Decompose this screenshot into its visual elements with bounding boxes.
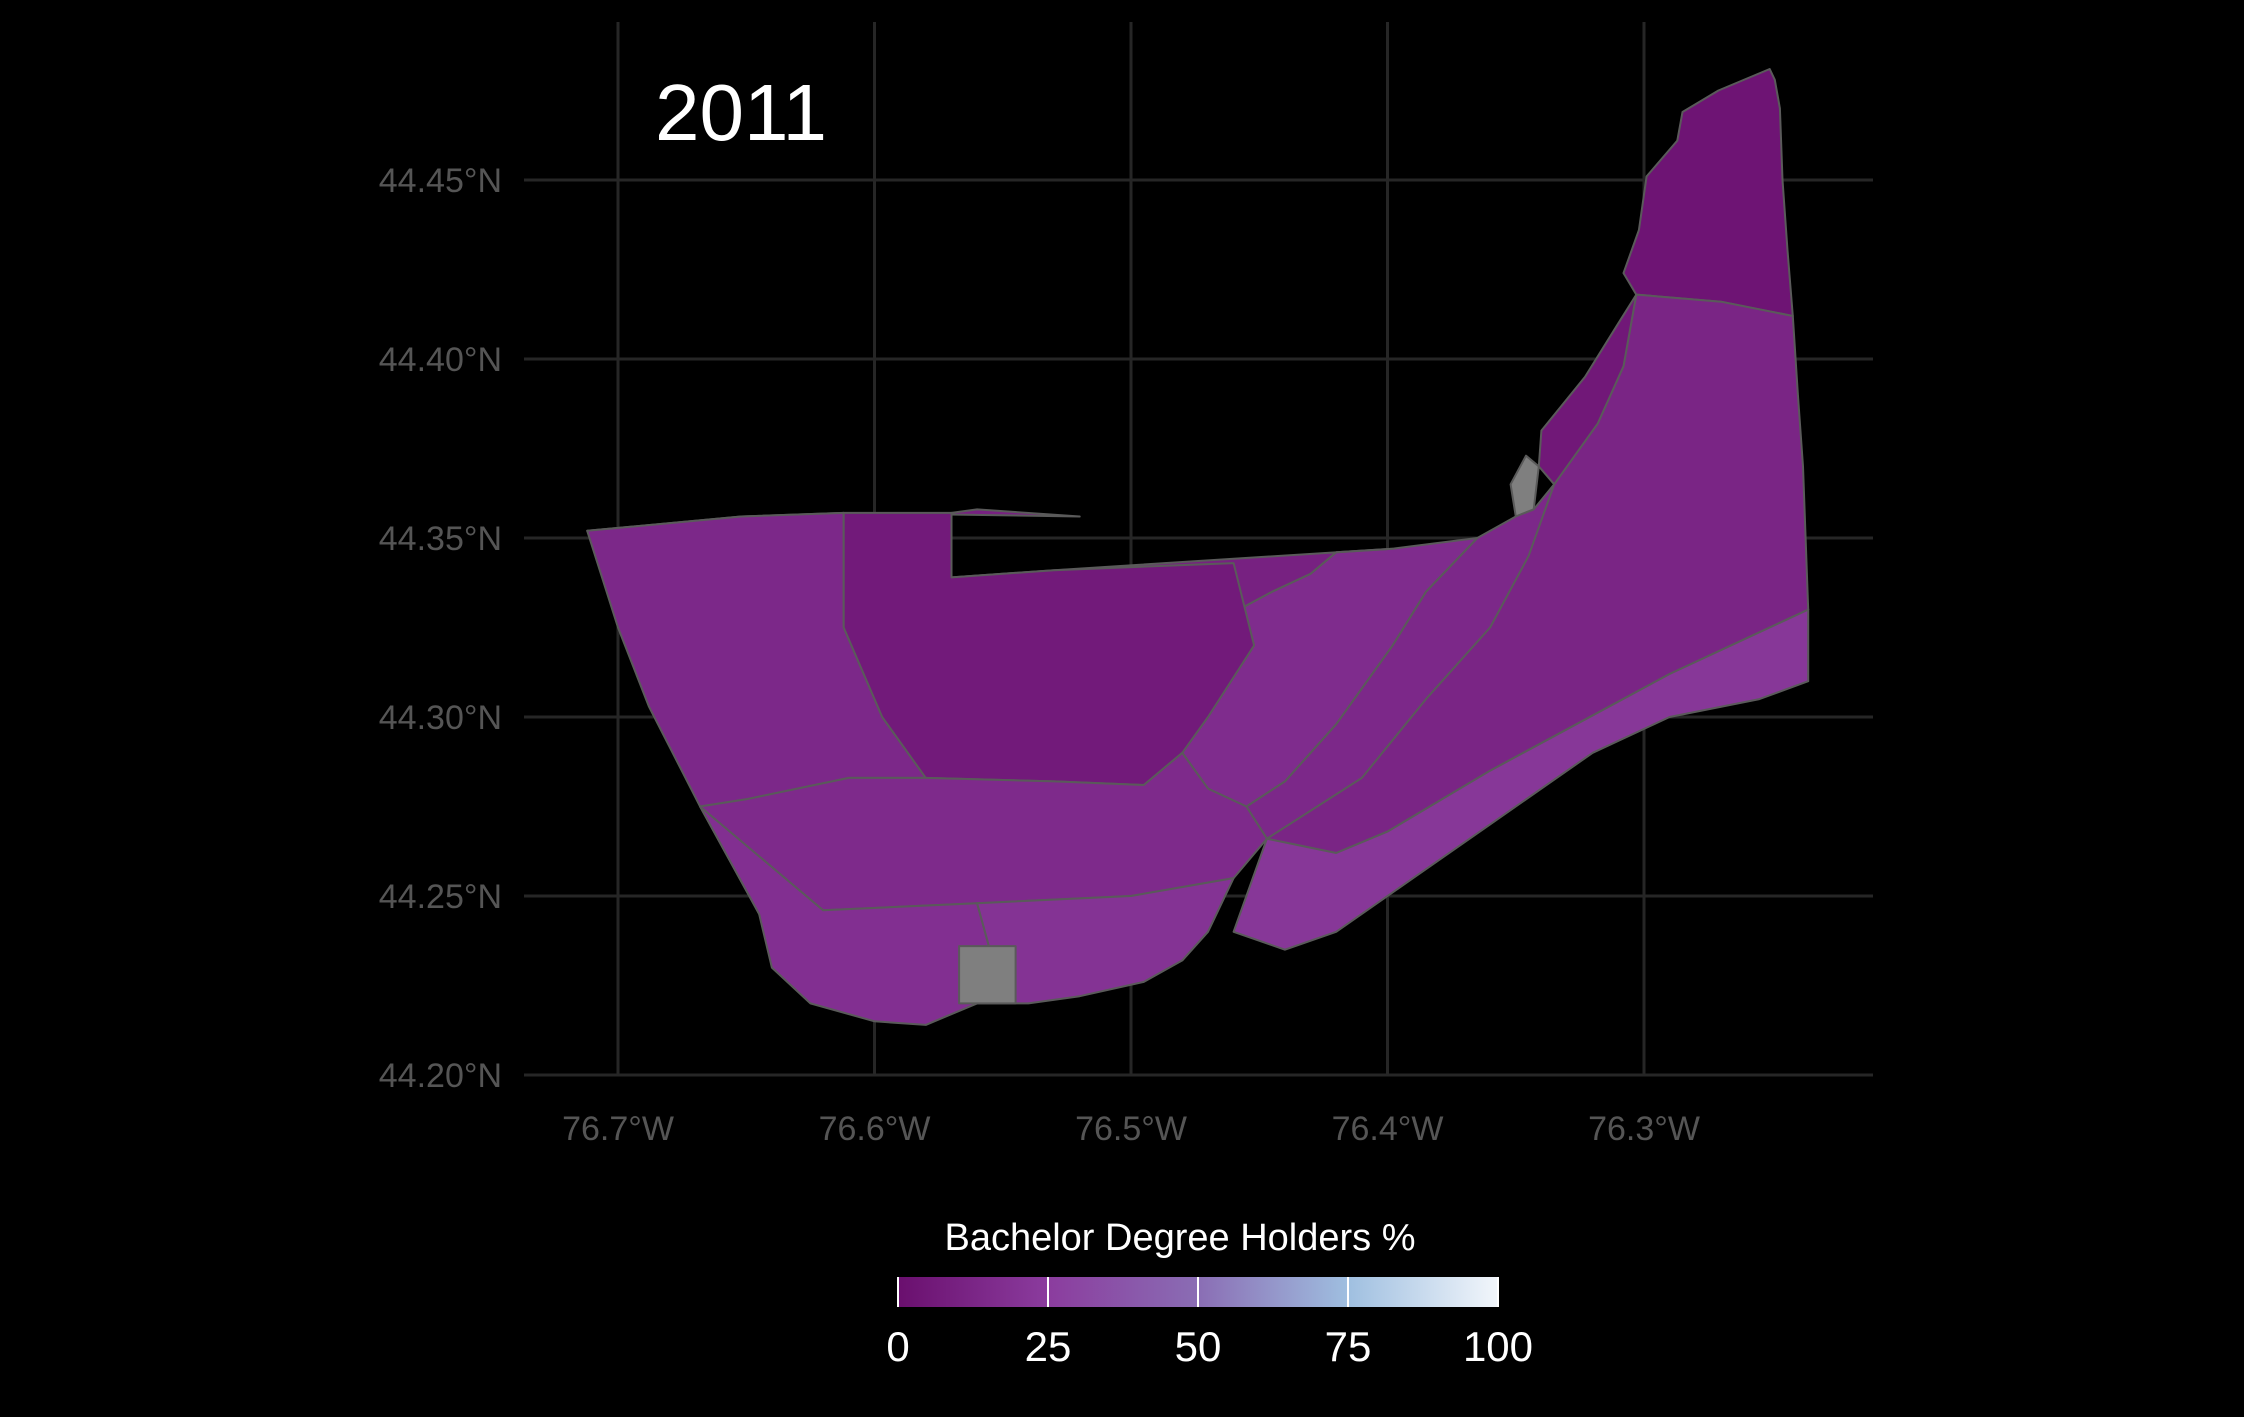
y-tick-label: 44.45°N	[379, 162, 502, 200]
y-tick-label: 44.35°N	[379, 520, 502, 558]
x-tick-label: 76.7°W	[562, 1110, 674, 1148]
year-label: 2011	[655, 68, 827, 157]
legend: Bachelor Degree Holders % 0 25 50 75 100	[886, 1217, 1533, 1370]
axis-labels: 76.7°W 76.6°W 76.5°W 76.4°W 76.3°W 44.45°N 44.…	[379, 162, 1700, 1148]
region-northeast-tip	[1622, 68, 1794, 317]
y-tick-label: 44.30°N	[379, 699, 502, 737]
legend-tick-label: 75	[1325, 1323, 1372, 1370]
region-east-coast	[1232, 608, 1810, 951]
legend-tick-label: 25	[1025, 1323, 1072, 1370]
y-tick-label: 44.25°N	[379, 878, 502, 916]
x-tick-label: 76.6°W	[819, 1110, 931, 1148]
region-north-na-patch	[1509, 454, 1540, 518]
region-southwest-rural	[699, 805, 991, 1026]
region-center-north	[842, 511, 1256, 786]
legend-tick-label: 100	[1463, 1323, 1533, 1370]
map-regions	[586, 68, 1810, 1026]
x-tick-label: 76.4°W	[1332, 1110, 1444, 1148]
legend-tick-label: 0	[886, 1323, 909, 1370]
legend-ticks: 0 25 50 75 100	[886, 1277, 1533, 1370]
region-kingston-na	[958, 945, 1017, 1005]
legend-tick-label: 50	[1175, 1323, 1222, 1370]
y-tick-label: 44.40°N	[379, 341, 502, 379]
x-tick-label: 76.5°W	[1075, 1110, 1187, 1148]
y-tick-label: 44.20°N	[379, 1057, 502, 1095]
legend-title: Bachelor Degree Holders %	[944, 1217, 1415, 1259]
x-tick-label: 76.3°W	[1588, 1110, 1700, 1148]
